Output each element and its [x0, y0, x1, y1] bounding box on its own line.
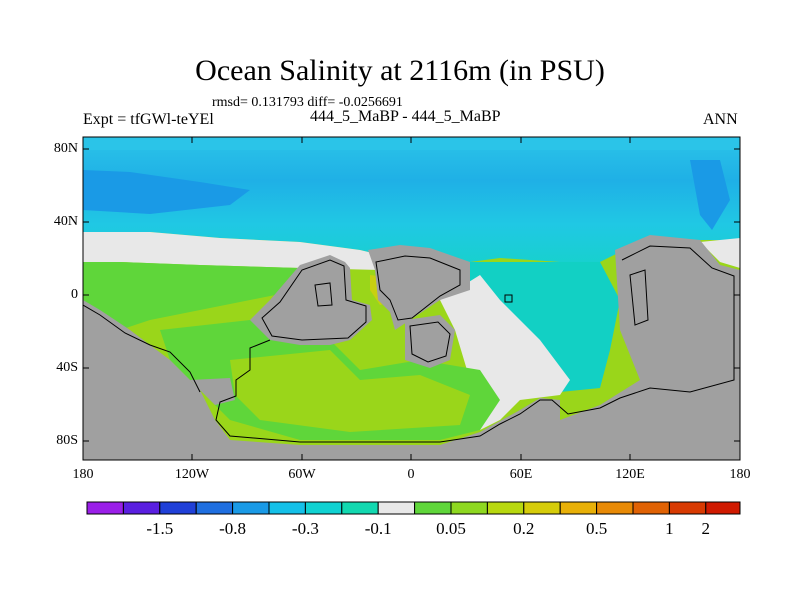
colorbar-label: 0.5: [585, 519, 608, 538]
season-label: ANN: [703, 111, 738, 128]
lat-label: 40N: [53, 214, 78, 229]
colorbar-label: -0.8: [219, 519, 247, 538]
land-south: [83, 300, 560, 460]
lat-label: 80N: [53, 141, 78, 156]
colorbar-box: [632, 501, 670, 515]
lat-label: 40S: [56, 360, 78, 375]
fresh-deep-patch-east: [690, 160, 730, 230]
colorbar-box: [341, 501, 379, 515]
near-zero-east: [700, 238, 740, 268]
colorbar-label: -0.1: [364, 519, 392, 538]
colorbar-box: [705, 501, 741, 515]
land-east: [560, 235, 740, 460]
colorbar-box: [232, 501, 270, 515]
colorbar-box: [304, 501, 343, 515]
colorbar-box: [523, 501, 561, 515]
lon-label: 0: [407, 467, 415, 482]
coast-africa-like: [409, 321, 451, 363]
lon-label: 120W: [174, 467, 210, 482]
salty-green-west: [83, 262, 300, 330]
coast-east: [215, 245, 735, 443]
lon-ticks: [191, 137, 631, 460]
colorbar-box: [414, 501, 452, 515]
lon-label: 120E: [615, 467, 645, 482]
fresh-deep-patch: [83, 170, 250, 214]
colorbar-label: -1.5: [146, 519, 174, 538]
case-label: 444_5_MaBP - 444_5_MaBP: [310, 108, 501, 125]
colorbar-label: 0.05: [436, 519, 466, 538]
lat-label: 80S: [56, 433, 78, 448]
salty-yellowgreen-south: [230, 350, 470, 432]
colorbar-box: [159, 501, 197, 515]
lon-label: 180: [72, 467, 94, 482]
colorbar: [86, 501, 741, 515]
coast-central: [375, 255, 461, 321]
colorbar-label: 1: [665, 519, 674, 538]
coast-inner-island: [314, 282, 333, 307]
colorbar-box: [86, 501, 124, 515]
fresh-north-band: [83, 137, 740, 262]
colorbar-box: [195, 501, 234, 515]
lon-label: 180: [729, 467, 751, 482]
colorbar-label: 2: [701, 519, 711, 538]
colorbar-box: [596, 501, 634, 515]
colorbar-box: [668, 501, 707, 515]
coast-pacific-block: [261, 259, 367, 341]
colorbar-box: [377, 501, 416, 515]
colorbar-box: [559, 501, 598, 515]
colorbar-box: [450, 501, 488, 515]
land-africa-like: [405, 315, 455, 368]
colorbar-box: [268, 501, 306, 515]
lon-label: 60E: [509, 467, 533, 482]
land-pacific-block: [250, 255, 372, 345]
coast-east-inner: [629, 269, 649, 326]
lon-label: 60W: [288, 467, 316, 482]
colorbar-label: -0.3: [291, 519, 319, 538]
coast-small-island: [504, 294, 513, 303]
map-title: Ocean Salinity at 2116m (in PSU): [195, 54, 605, 87]
colorbar-box: [122, 501, 161, 515]
colorbar-label: 0.2: [513, 519, 535, 538]
coast-southwest: [83, 304, 201, 393]
map-field: [83, 137, 740, 460]
colorbar-box: [486, 501, 525, 515]
coastline-outlines: [83, 245, 735, 443]
lat-label: 0: [71, 287, 78, 302]
lat-ticks: [83, 148, 740, 442]
land-ridge-sw: [190, 378, 235, 405]
experiment-label: Expt = tfGWl-teYEl: [83, 111, 214, 128]
fresh-top-strip: [83, 137, 740, 150]
stats-line: rmsd= 0.131793 diff= -0.0256691: [212, 95, 403, 110]
